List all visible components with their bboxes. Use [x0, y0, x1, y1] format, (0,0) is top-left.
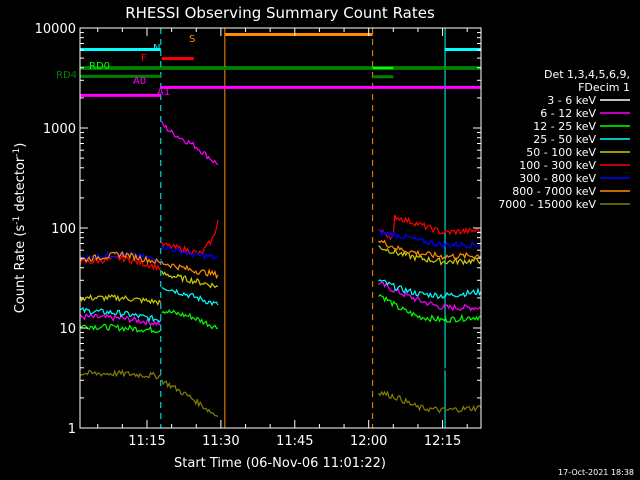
series-line: [79, 253, 162, 272]
series-line: [79, 323, 162, 334]
chart-title: RHESSI Observing Summary Count Rates: [125, 4, 435, 22]
series-line: [443, 353, 482, 371]
series-line: [378, 287, 444, 331]
series-line: [161, 261, 219, 280]
series-line: [161, 286, 219, 307]
legend-entry-label: 100 - 300 keV: [519, 159, 596, 172]
x-tick-label: 11:30: [202, 434, 239, 449]
x-axis-ticks: 11:15 11:30 11:45 12:00 12:15: [97, 28, 468, 449]
footer-date: 17-Oct-2021 18:38: [558, 468, 634, 477]
y-tick-label: 10: [59, 322, 76, 337]
flag-label-rd4: RD4: [56, 70, 77, 81]
y-tick-label: 1000: [43, 122, 76, 137]
series-line: [79, 293, 162, 306]
series-lines: [79, 121, 482, 418]
legend-entry-label: 300 - 800 keV: [519, 172, 596, 185]
y-axis-ticks: 1 10 100 1000 10000: [35, 22, 481, 437]
y-axis-label-sup2: -1: [12, 148, 22, 157]
series-line: [378, 239, 482, 260]
x-tick-label: 11:45: [276, 434, 313, 449]
flag-label-rd0: RD0: [89, 61, 110, 72]
x-tick-label: 12:00: [350, 434, 387, 449]
series-line: [378, 279, 482, 300]
series-line: [161, 379, 219, 418]
y-axis-label-close: ): [13, 143, 28, 148]
y-tick-label: 1: [68, 422, 76, 437]
series-line: [378, 245, 482, 266]
y-axis-label-main: Count Rate (s: [13, 225, 28, 314]
series-line: [79, 368, 162, 380]
legend-header-line2: FDecim 1: [578, 81, 630, 94]
flag-label-a0: A0: [133, 76, 146, 87]
legend-entry-label: 3 - 6 keV: [547, 94, 596, 107]
series-line: [378, 229, 482, 250]
series-line: [161, 121, 219, 166]
y-tick-label: 10000: [35, 22, 76, 37]
legend-header-line1: Det 1,3,4,5,6,9,: [544, 68, 630, 81]
flag-label-a1: A1: [157, 87, 170, 98]
legend-entry-label: 25 - 50 keV: [533, 133, 596, 146]
series-line: [79, 250, 162, 264]
series-line: [161, 219, 219, 256]
series-line: [79, 333, 162, 346]
series-line: [378, 390, 482, 414]
x-tick-label: 11:15: [128, 434, 165, 449]
legend-entry-label: 800 - 7000 keV: [512, 185, 596, 198]
legend-entry-label: 7000 - 15000 keV: [498, 198, 596, 211]
series-line: [79, 306, 162, 323]
legend-entry-label: 6 - 12 keV: [540, 107, 596, 120]
series-line: [161, 244, 219, 261]
y-axis-label-sup: -1: [12, 216, 22, 225]
y-axis-label-rest: detector: [13, 156, 28, 216]
series-line: [79, 250, 161, 265]
y-axis-label: Count Rate (s-1 detector-1): [12, 143, 28, 314]
x-axis-label: Start Time (06-Nov-06 11:01:22): [174, 456, 386, 471]
y-tick-label: 100: [51, 222, 76, 237]
x-tick-label: 12:15: [424, 434, 461, 449]
flag-bars: [80, 33, 481, 97]
legend-entry-label: 12 - 25 keV: [533, 120, 596, 133]
flag-label-n: N: [153, 43, 160, 54]
flag-labels: N F S RD0 RD4 A0 A1: [56, 34, 195, 98]
series-line: [161, 270, 219, 289]
flag-label-s: S: [189, 34, 195, 45]
series-line: [161, 137, 219, 173]
flag-label-f: F: [141, 53, 147, 64]
series-line: [378, 293, 482, 324]
series-line: [378, 214, 482, 241]
legend-entry-label: 50 - 100 keV: [526, 146, 596, 159]
series-line: [161, 308, 219, 330]
